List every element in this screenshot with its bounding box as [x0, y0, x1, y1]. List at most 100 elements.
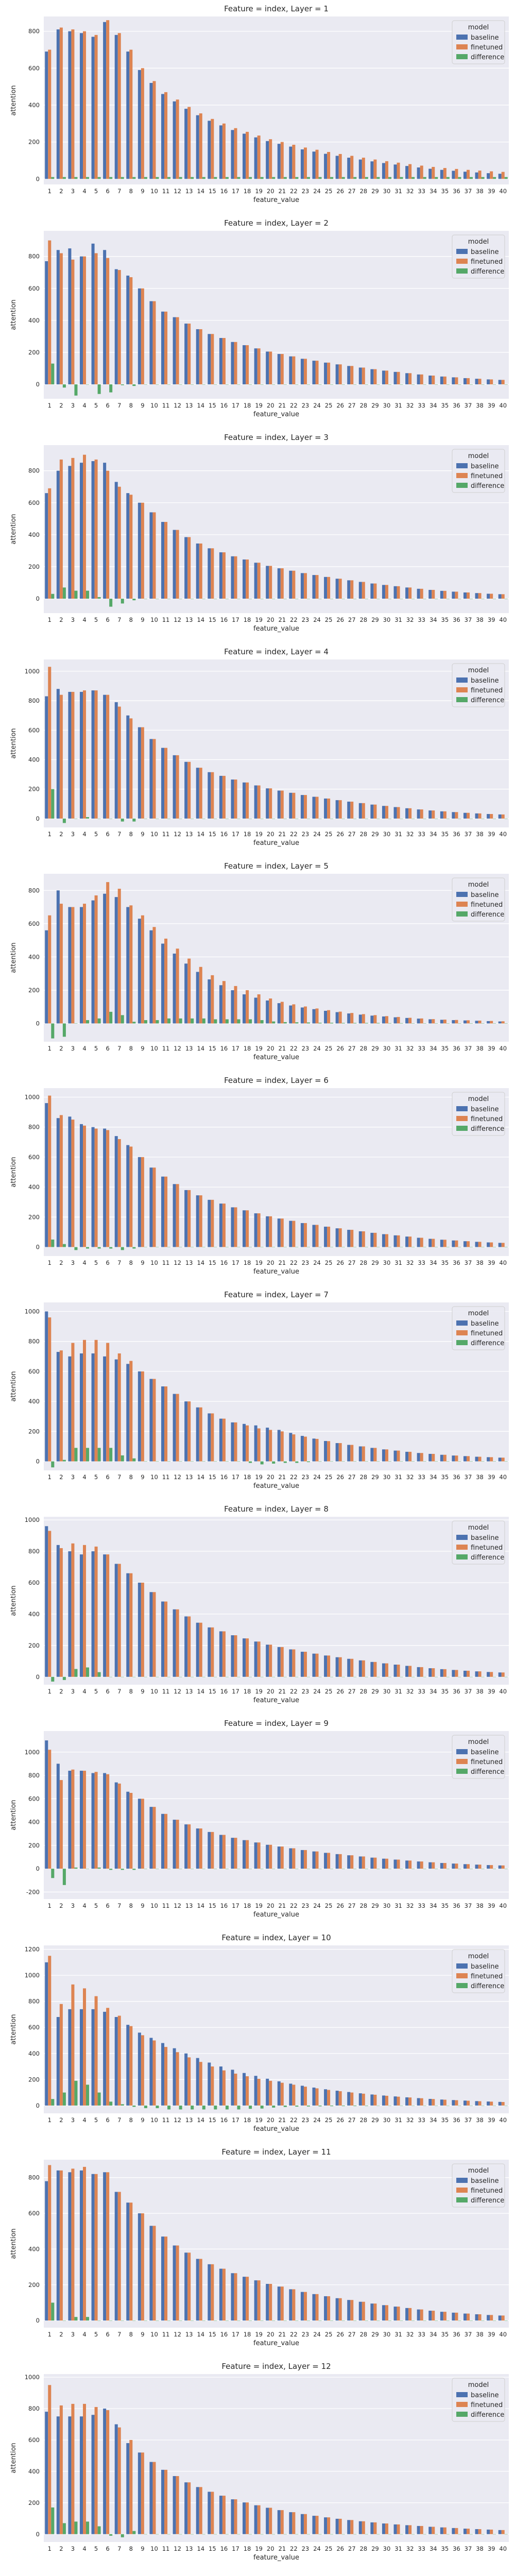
x-tick-label: 8 [129, 1259, 133, 1266]
x-tick-label: 40 [499, 616, 507, 623]
x-tick-label: 24 [313, 1259, 321, 1266]
y-tick-label: 400 [28, 2050, 40, 2057]
bar-finetuned-2 [59, 904, 63, 1024]
bar-difference-22 [295, 1022, 299, 1024]
bar-finetuned-23 [303, 2292, 307, 2321]
bar-baseline-22 [289, 2289, 293, 2321]
bar-finetuned-33 [420, 2309, 423, 2321]
bar-finetuned-8 [129, 49, 133, 179]
x-tick-label: 3 [71, 2116, 75, 2124]
bar-baseline-29 [370, 804, 374, 819]
bar-baseline-2 [56, 1352, 60, 1462]
bar-finetuned-26 [338, 364, 342, 385]
bar-difference-28 [365, 2320, 368, 2321]
legend-swatch-finetuned [456, 44, 468, 49]
bar-difference-11 [167, 1018, 171, 1024]
bar-baseline-11 [161, 522, 165, 599]
bar-difference-6 [109, 599, 113, 607]
bar-difference-27 [353, 1023, 357, 1024]
bar-difference-21 [283, 1247, 287, 1248]
bar-baseline-4 [79, 907, 83, 1024]
bar-finetuned-30 [385, 1858, 388, 1869]
x-tick-label: 9 [141, 2331, 144, 2338]
bar-finetuned-19 [257, 1213, 261, 1247]
bar-difference-38 [481, 384, 485, 385]
x-tick-label: 19 [255, 402, 263, 409]
x-tick-label: 10 [150, 402, 158, 409]
bar-finetuned-27 [350, 801, 354, 819]
bar-baseline-33 [417, 2309, 420, 2321]
legend-swatch-finetuned [456, 1759, 468, 1764]
bar-finetuned-12 [176, 2052, 179, 2106]
bar-finetuned-10 [152, 301, 156, 385]
x-tick-label: 34 [430, 2116, 437, 2124]
bar-difference-33 [423, 2534, 426, 2535]
bar-baseline-33 [417, 588, 420, 599]
bar-baseline-21 [277, 568, 281, 599]
bar-baseline-27 [347, 2092, 351, 2106]
bar-difference-24 [318, 2320, 322, 2321]
x-tick-label: 1 [48, 188, 52, 195]
bar-finetuned-40 [501, 1458, 505, 1462]
x-tick-label: 1 [48, 2331, 52, 2338]
bar-difference-20 [272, 2534, 276, 2535]
bar-finetuned-27 [350, 2300, 354, 2321]
bar-finetuned-16 [222, 1204, 226, 1247]
x-tick-label: 25 [325, 616, 333, 623]
x-tick-label: 33 [418, 2331, 425, 2338]
x-tick-label: 30 [383, 1045, 391, 1052]
bar-difference-32 [411, 2320, 415, 2321]
bar-difference-11 [167, 1247, 171, 1248]
x-tick-label: 8 [129, 402, 133, 409]
x-tick-label: 40 [499, 2116, 507, 2124]
x-tick-label: 26 [336, 188, 344, 195]
x-tick-label: 24 [313, 831, 321, 838]
bar-finetuned-8 [129, 718, 133, 819]
bar-finetuned-17 [234, 1635, 237, 1677]
x-tick-label: 9 [141, 1259, 144, 1266]
x-tick-label: 30 [383, 2116, 391, 2124]
bar-finetuned-4 [83, 2403, 87, 2534]
x-tick-label: 36 [453, 402, 460, 409]
x-tick-label: 17 [232, 1259, 239, 1266]
bar-baseline-22 [289, 1433, 293, 1462]
x-tick-label: 14 [197, 188, 204, 195]
bar-difference-3 [74, 2521, 78, 2534]
bar-finetuned-38 [478, 2529, 482, 2534]
x-tick-label: 31 [394, 2116, 402, 2124]
x-tick-label: 7 [117, 1902, 121, 1909]
bar-difference-31 [400, 1023, 403, 1024]
legend-swatch-finetuned [456, 473, 468, 478]
bar-finetuned-10 [152, 739, 156, 819]
y-tick-label: 600 [28, 726, 40, 734]
bar-finetuned-20 [269, 1645, 272, 1677]
bar-difference-20 [272, 1461, 276, 1464]
x-tick-label: 5 [94, 402, 98, 409]
x-tick-label: 15 [209, 1688, 216, 1695]
bar-baseline-27 [347, 2300, 351, 2321]
bar-finetuned-16 [222, 123, 226, 179]
plot-area [44, 1945, 509, 2113]
legend-label-finetuned: finetuned [471, 901, 503, 909]
bar-finetuned-40 [501, 594, 505, 599]
x-tick-label: 40 [499, 1688, 507, 1695]
bar-difference-26 [341, 1247, 345, 1248]
bar-difference-16 [225, 2534, 229, 2535]
bar-difference-22 [295, 2105, 299, 2107]
legend-title: model [468, 238, 489, 246]
x-tick-label: 28 [359, 2116, 367, 2124]
bar-finetuned-29 [373, 1232, 377, 1247]
bar-baseline-25 [324, 798, 328, 819]
bar-finetuned-17 [234, 342, 237, 385]
x-tick-label: 8 [129, 2545, 133, 2552]
x-tick-label: 12 [174, 2116, 181, 2124]
bar-baseline-33 [417, 374, 420, 385]
x-tick-label: 7 [117, 1045, 121, 1052]
x-tick-label: 21 [278, 2331, 286, 2338]
bar-finetuned-19 [257, 1428, 261, 1462]
bar-baseline-10 [149, 1379, 153, 1462]
bar-finetuned-15 [211, 1832, 214, 1869]
bar-difference-7 [121, 818, 124, 822]
bar-baseline-35 [440, 1020, 443, 1024]
